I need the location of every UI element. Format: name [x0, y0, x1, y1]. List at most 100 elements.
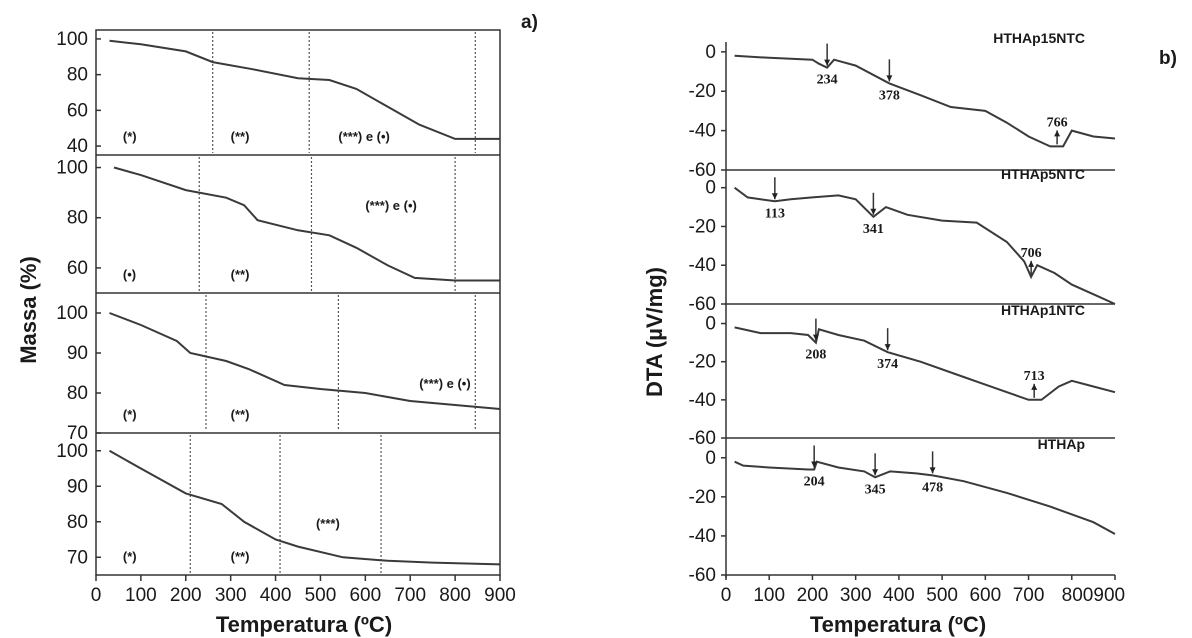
- panel-a-mass-plot: 100 80 60 40 (*) (**) (***) e (•) 100 80 60 (•) (**…: [56, 29, 516, 606]
- x-tick-label: 300: [215, 585, 247, 606]
- peak-label: 345: [865, 482, 886, 497]
- y-tick-label: 90: [67, 343, 88, 364]
- y-tick-label: -60: [689, 294, 716, 315]
- y-tick-label: 100: [56, 441, 88, 462]
- region-label: (•): [123, 267, 136, 282]
- x-tick-label: 700: [394, 585, 426, 606]
- x-tick-label: 200: [797, 585, 829, 606]
- y-tick-label: 80: [67, 383, 88, 404]
- x-tick-label: 800: [439, 585, 471, 606]
- region-label: (*): [123, 407, 137, 422]
- y-tick-label: 60: [67, 258, 88, 279]
- y-tick-label: -20: [689, 216, 716, 237]
- x-tick-label: 800900: [1062, 585, 1125, 606]
- mass-curve: [109, 449, 501, 566]
- region-label: (**): [231, 129, 250, 144]
- series-label: HTHAp15NTC: [993, 30, 1085, 46]
- y-tick-label: 80: [67, 208, 88, 229]
- region-label: (*): [123, 129, 137, 144]
- x-tick-label: 500: [926, 585, 958, 606]
- y-tick-label: 60: [67, 100, 88, 121]
- region-label: (**): [231, 407, 250, 422]
- peak-arrowhead: [811, 461, 818, 468]
- peak-arrowhead: [1031, 383, 1038, 390]
- region-label: (***): [316, 516, 340, 531]
- y-tick-label: 100: [56, 303, 88, 324]
- dta-curve: [734, 186, 1116, 305]
- y-tick-label: -40: [689, 255, 716, 276]
- y-tick-label: 70: [67, 423, 88, 444]
- y-tick-label: 0: [705, 314, 716, 335]
- y-tick-label: 0: [705, 178, 716, 199]
- y-tick-label: -40: [689, 526, 716, 547]
- series-label: HTHAp5NTC: [1001, 166, 1085, 182]
- x-tick-label: 200: [170, 585, 202, 606]
- mass-curve: [109, 312, 501, 410]
- panel-b-xlabel: Temperatura (ºC): [810, 612, 986, 637]
- y-tick-label: -20: [689, 81, 716, 102]
- x-tick-label: 300: [840, 585, 872, 606]
- series-label: HTHAp1NTC: [1001, 302, 1085, 318]
- y-tick-label: -40: [689, 121, 716, 142]
- region-label: (***) e (•): [365, 198, 417, 213]
- peak-arrowhead: [929, 467, 936, 474]
- peak-label: 204: [804, 474, 825, 489]
- peak-label: 208: [805, 348, 826, 363]
- y-tick-label: 90: [67, 476, 88, 497]
- peak-arrowhead: [771, 193, 778, 200]
- x-tick-label: 900: [484, 585, 516, 606]
- x-tick-label: 0: [721, 585, 732, 606]
- region-label: (***) e (•): [338, 129, 390, 144]
- y-tick-label: -60: [689, 565, 716, 586]
- region-label: (***) e (•): [419, 376, 471, 391]
- x-tick-label: 700: [1013, 585, 1045, 606]
- peak-label: 374: [877, 357, 898, 372]
- y-tick-label: 100: [56, 29, 88, 50]
- x-tick-label: 600: [969, 585, 1001, 606]
- y-tick-label: 40: [67, 136, 88, 157]
- peak-label: 713: [1024, 369, 1045, 384]
- y-tick-label: 80: [67, 65, 88, 86]
- peak-label: 766: [1047, 115, 1068, 130]
- x-tick-label: 600: [349, 585, 381, 606]
- mass-curve: [113, 166, 500, 282]
- peak-arrowhead: [824, 59, 831, 66]
- x-tick-label: 100: [753, 585, 785, 606]
- dta-curve: [734, 326, 1116, 401]
- y-tick-label: 0: [705, 42, 716, 63]
- panel-a-label: a): [521, 12, 538, 33]
- peak-label: 478: [922, 480, 943, 495]
- panel-a-frame: [95, 29, 501, 576]
- peak-arrowhead: [1028, 260, 1035, 267]
- panel-a-xlabel: Temperatura (ºC): [216, 612, 392, 637]
- peak-arrowhead: [886, 75, 893, 82]
- panel-b-label: b): [1159, 48, 1177, 69]
- panel-a-ylabel: Massa (%): [16, 256, 41, 364]
- peak-label: 341: [863, 222, 884, 237]
- peak-arrowhead: [812, 334, 819, 341]
- panel-b-ylabel: DTA (µV/mg): [642, 267, 667, 397]
- peak-label: 113: [765, 206, 785, 221]
- y-tick-label: 100: [56, 158, 88, 179]
- y-tick-label: 80: [67, 512, 88, 533]
- peak-label: 234: [817, 73, 838, 88]
- region-label: (*): [123, 549, 137, 564]
- y-tick-label: -40: [689, 390, 716, 411]
- peak-label: 706: [1021, 246, 1042, 261]
- x-tick-label: 400: [883, 585, 915, 606]
- y-tick-label: -20: [689, 352, 716, 373]
- y-tick-label: 0: [705, 448, 716, 469]
- peak-arrowhead: [872, 469, 879, 476]
- panel-b-dta-plot: 0 -20 -40 -60 HTHAp15NTC 234 378 766 0 -20 -40 -60 H…: [689, 30, 1126, 606]
- peak-label: 378: [879, 88, 900, 103]
- x-tick-label: 500: [305, 585, 337, 606]
- y-tick-label: -60: [689, 428, 716, 449]
- region-label: (**): [231, 549, 250, 564]
- y-tick-label: -60: [689, 160, 716, 181]
- dta-curve: [734, 460, 1116, 535]
- x-tick-label: 400: [260, 585, 292, 606]
- peak-arrowhead: [1054, 130, 1061, 137]
- dta-curve: [734, 54, 1116, 148]
- x-tick-label: 100: [125, 585, 157, 606]
